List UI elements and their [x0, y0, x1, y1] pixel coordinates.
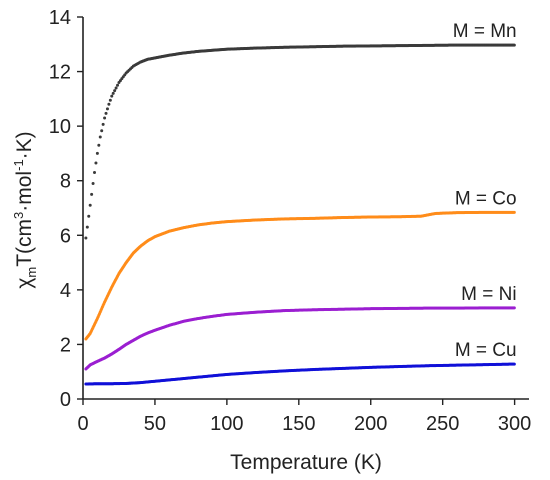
data-point [100, 129, 104, 133]
data-point [512, 306, 516, 310]
data-point [87, 214, 91, 218]
data-point [97, 143, 101, 147]
series-labels: M = Mn M = Co M = Ni M = Cu [453, 21, 517, 361]
y-axis-title-sub: m [24, 267, 39, 278]
x-tick-label: 100 [210, 413, 243, 435]
x-axis-title: Temperature (K) [230, 451, 382, 474]
data-point [90, 192, 94, 196]
x-tick-label: 150 [282, 413, 315, 435]
data-point [113, 89, 117, 93]
data-point [512, 43, 516, 47]
series-cu [84, 362, 516, 386]
data-point [104, 111, 108, 115]
series-mn [84, 43, 516, 240]
data-point [98, 135, 102, 139]
data-point [111, 91, 115, 95]
series-label-cu: M = Cu [455, 340, 517, 361]
y-axis-title: χmT(cm3·mol-1·K) [11, 131, 39, 288]
data-point [114, 86, 118, 90]
series-ni [84, 306, 516, 371]
y-axis-title-end: ·K) [13, 131, 36, 159]
series-label-ni: M = Ni [461, 284, 516, 305]
data-point [110, 94, 114, 98]
x-tick-label: 0 [77, 413, 88, 435]
data-point [108, 98, 112, 102]
y-axis-title-main: T(cm [13, 219, 36, 267]
data-point [116, 83, 120, 87]
y-tick-label: 8 [60, 171, 71, 193]
data-point [91, 181, 95, 185]
y-tick-label: 14 [49, 7, 71, 29]
data-point [84, 236, 88, 240]
series-label-co: M = Co [455, 188, 517, 209]
data-point [107, 102, 111, 106]
y-tick-label: 0 [60, 389, 71, 411]
y-tick-label: 12 [49, 62, 71, 84]
data-point [105, 107, 109, 111]
data-point [103, 116, 107, 120]
x-tick-label: 300 [498, 413, 531, 435]
y-tick-label: 2 [60, 334, 71, 356]
y-tick-label: 10 [49, 116, 71, 138]
data-point [88, 203, 92, 207]
plot-area [84, 43, 516, 386]
series-co [84, 210, 516, 341]
y-tick-label: 4 [60, 280, 71, 302]
data-point [512, 362, 516, 366]
data-point [101, 122, 105, 126]
y-axis-title-chi: χ [13, 278, 36, 289]
x-ticks: 0 50 100 150 200 250 300 [77, 399, 531, 435]
y-axis-title-mid: ·mol [13, 171, 36, 212]
x-tick-label: 50 [144, 413, 166, 435]
y-axis-title-supneg: -1 [11, 159, 26, 171]
data-point [93, 171, 97, 175]
y-tick-label: 6 [60, 225, 71, 247]
data-point [94, 161, 98, 165]
series-label-mn: M = Mn [453, 21, 517, 42]
x-tick-label: 200 [354, 413, 387, 435]
data-point [95, 151, 99, 155]
y-ticks: 0 2 4 6 8 10 12 14 [49, 7, 83, 411]
data-point [512, 210, 516, 214]
x-tick-label: 250 [426, 413, 459, 435]
y-axis-title-sup3: 3 [11, 212, 26, 219]
data-point [85, 225, 89, 229]
